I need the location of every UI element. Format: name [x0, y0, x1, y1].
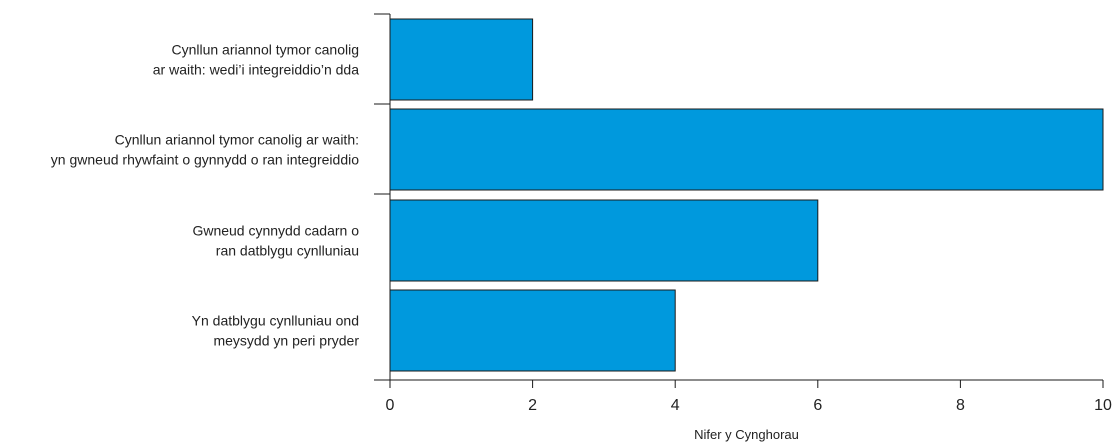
- category-label: Yn datblygu cynlluniau ond meysydd yn per…: [192, 313, 360, 349]
- bar: [389, 289, 676, 372]
- x-tick-label: 2: [528, 397, 537, 414]
- bar: [389, 18, 534, 101]
- x-tick-label: 4: [671, 397, 680, 414]
- x-tick-label: 0: [386, 397, 395, 414]
- category-label: Gwneud cynnydd cadarn o ran datblygu cynl…: [192, 223, 359, 259]
- category-label: Cynllun ariannol tymor canolig ar waith: …: [153, 42, 359, 78]
- bars-layer: [389, 18, 1104, 372]
- x-axis-title: Nifer y Cynghorau: [694, 427, 799, 442]
- bar: [389, 108, 1104, 191]
- x-tick-label: 6: [813, 397, 822, 414]
- axes-layer: [374, 13, 1104, 388]
- bar: [389, 199, 819, 282]
- labels-layer: 0 2 4 6 8 10 Cynllun ariannol tymor canolig ar …: [51, 42, 1112, 415]
- x-tick-label: 8: [956, 397, 965, 414]
- category-label: Cynllun ariannol tymor canolig ar waith:…: [51, 132, 359, 168]
- x-tick-label: 10: [1094, 397, 1112, 414]
